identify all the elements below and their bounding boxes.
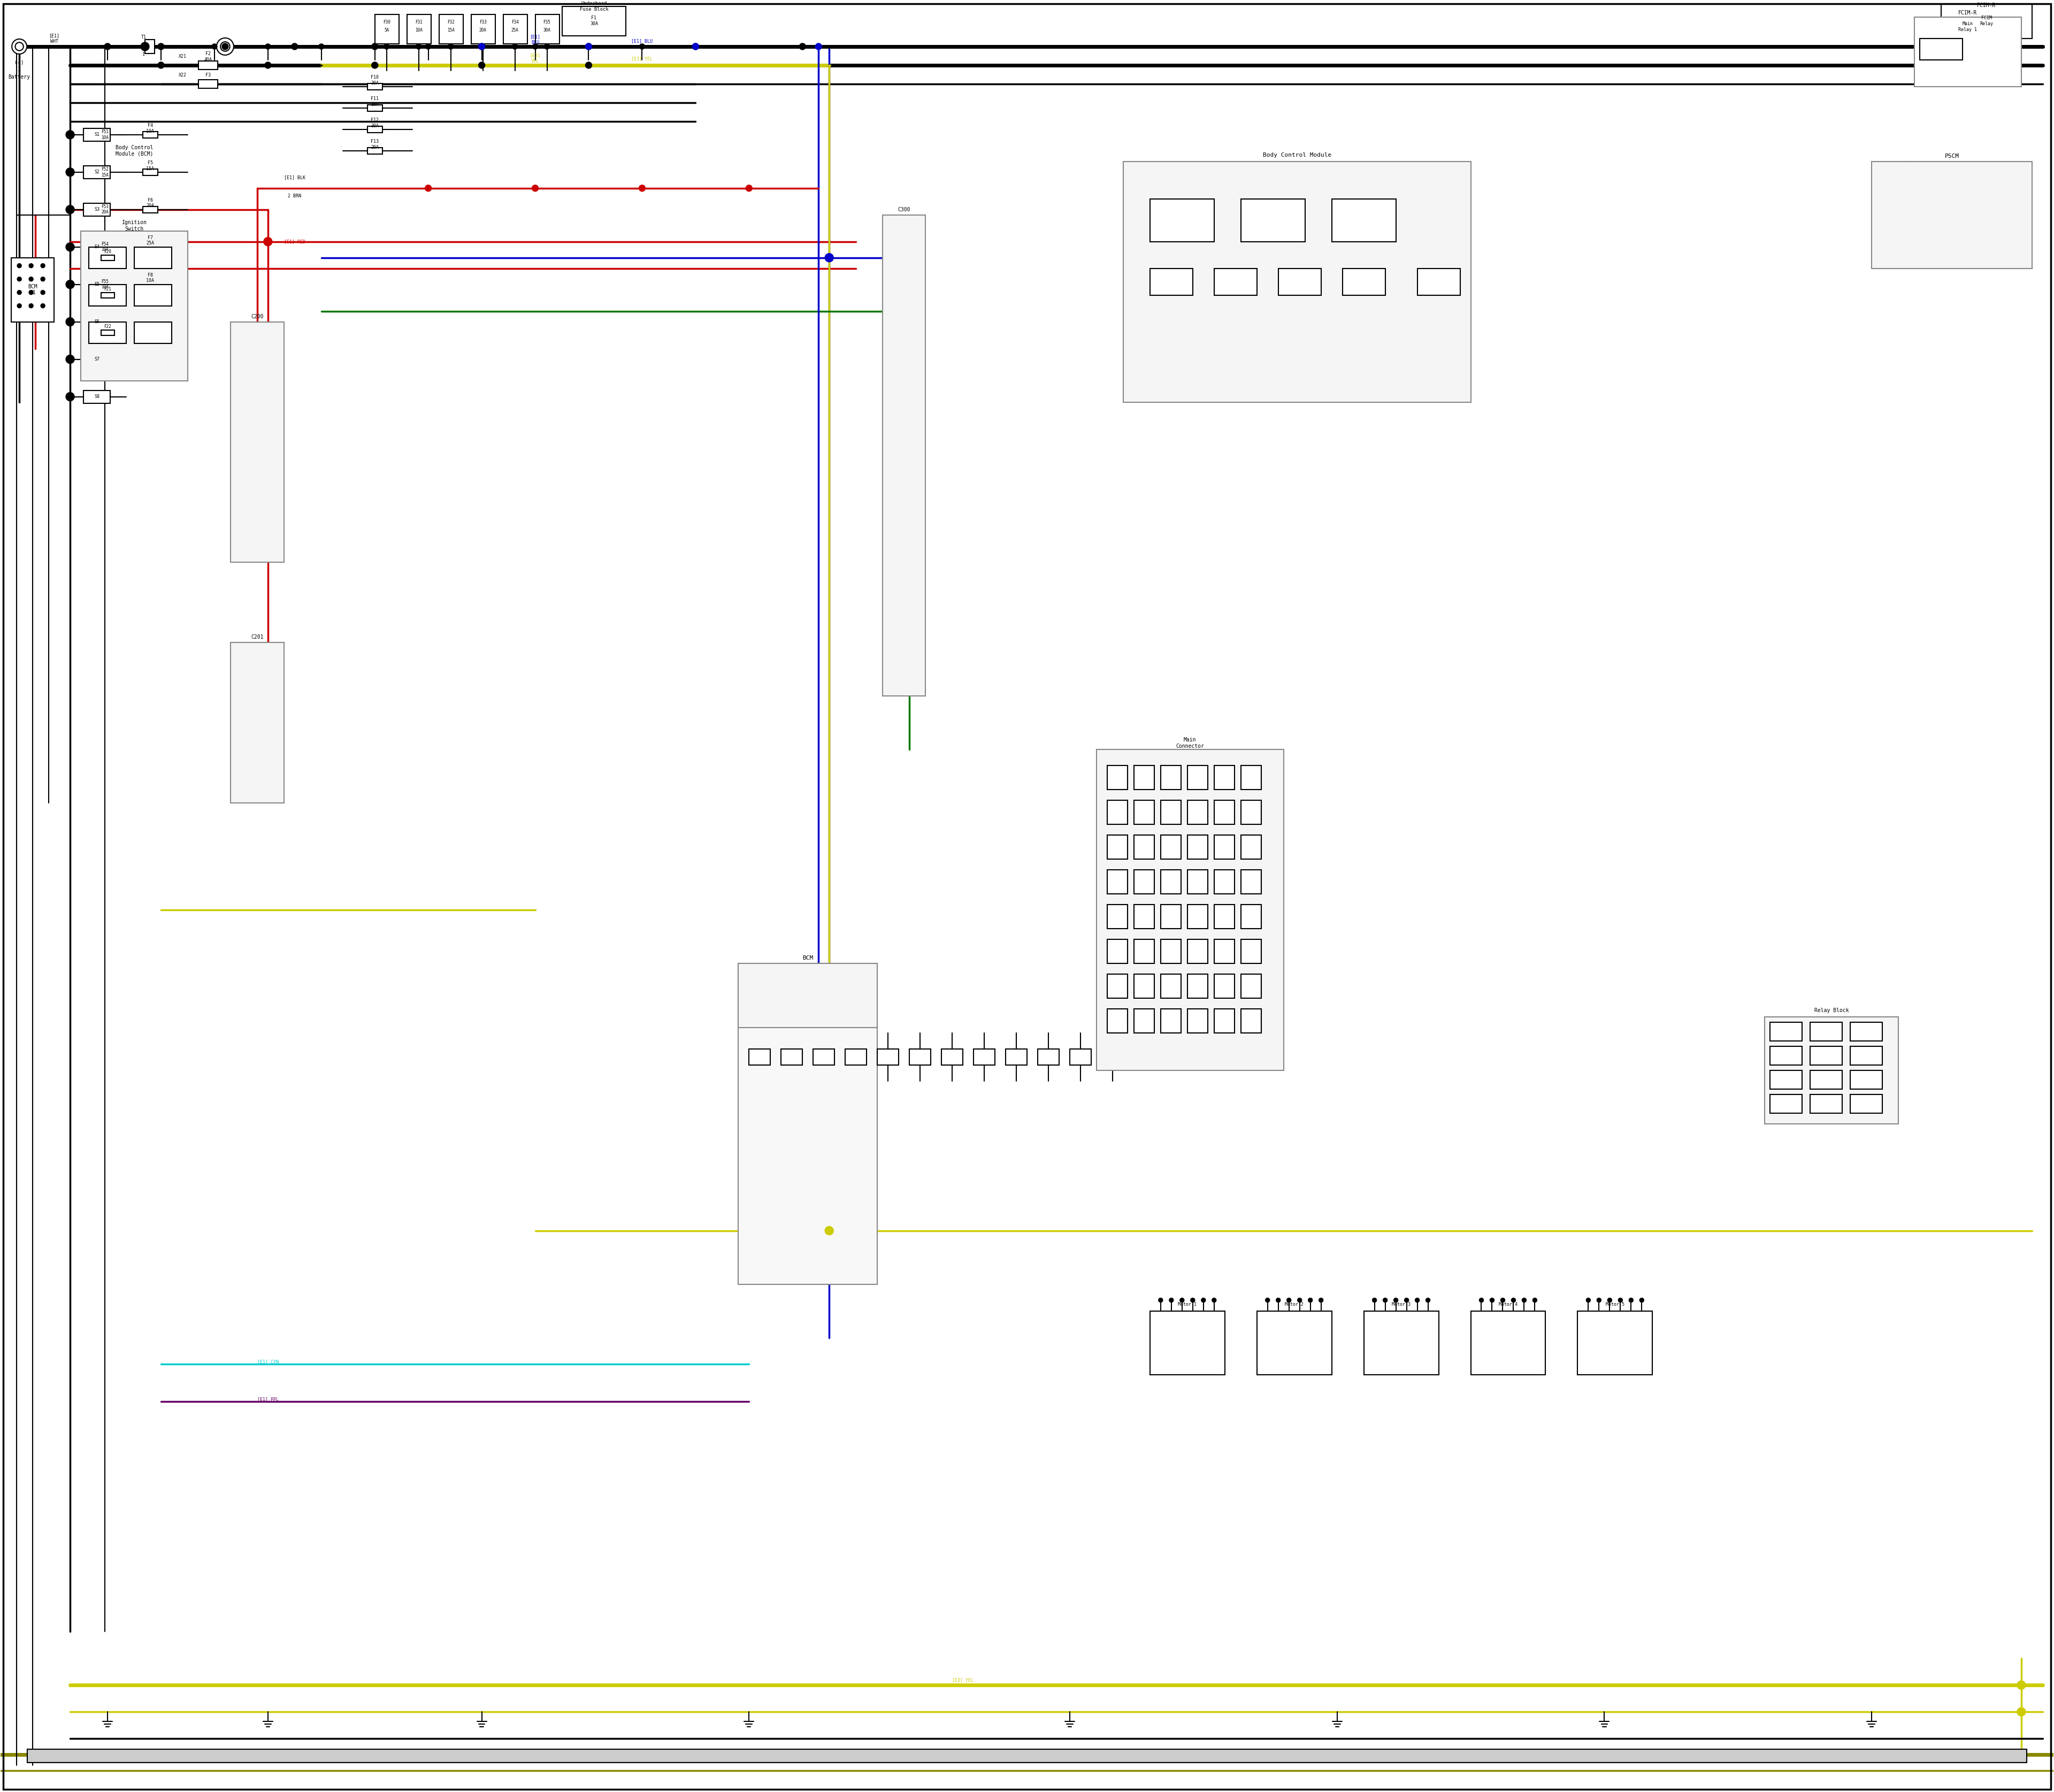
Text: S7: S7 <box>94 357 99 362</box>
Circle shape <box>140 43 150 50</box>
Text: Main
Connector: Main Connector <box>1175 737 1204 749</box>
Circle shape <box>66 242 74 251</box>
Circle shape <box>1179 1297 1185 1303</box>
Bar <box>974 1048 994 1064</box>
Bar <box>1241 765 1261 790</box>
Circle shape <box>158 63 164 68</box>
Text: S8: S8 <box>94 394 99 400</box>
Circle shape <box>41 290 45 294</box>
Text: Ignition
Switch: Ignition Switch <box>121 220 146 231</box>
Bar <box>1214 765 1234 790</box>
Circle shape <box>1395 1297 1399 1303</box>
Text: F32: F32 <box>448 20 454 25</box>
Circle shape <box>16 290 21 294</box>
Bar <box>1343 269 1384 296</box>
Bar <box>368 125 382 133</box>
Bar <box>84 391 111 403</box>
Bar <box>1241 1009 1261 1032</box>
Bar <box>1771 1070 1801 1090</box>
Bar <box>230 643 283 803</box>
Text: 10A: 10A <box>415 29 423 32</box>
Bar <box>1810 1047 1842 1064</box>
Circle shape <box>222 43 228 50</box>
Bar <box>1124 161 1471 401</box>
Bar <box>88 285 125 306</box>
Bar <box>144 206 158 213</box>
Text: [E3] YEL: [E3] YEL <box>631 56 653 61</box>
Bar <box>144 244 158 251</box>
Circle shape <box>220 41 230 52</box>
Text: F22: F22 <box>105 324 111 330</box>
Bar <box>1771 1021 1801 1041</box>
Text: [E1]
WHT: [E1] WHT <box>49 34 60 43</box>
Circle shape <box>692 43 698 50</box>
Bar <box>1278 269 1321 296</box>
Bar <box>1241 905 1261 928</box>
Circle shape <box>479 43 485 50</box>
Circle shape <box>1512 1297 1516 1303</box>
Text: C300: C300 <box>898 206 910 211</box>
Text: (+): (+) <box>14 59 25 65</box>
Circle shape <box>105 43 111 48</box>
Circle shape <box>1286 1297 1292 1303</box>
Bar <box>84 165 111 179</box>
Bar <box>563 7 626 36</box>
Circle shape <box>1629 1297 1633 1303</box>
Text: Motor 3: Motor 3 <box>1393 1303 1411 1306</box>
Circle shape <box>1596 1297 1602 1303</box>
Bar <box>368 84 382 90</box>
Bar <box>846 1048 867 1064</box>
Circle shape <box>425 185 431 192</box>
Circle shape <box>639 185 645 192</box>
Circle shape <box>66 392 74 401</box>
Text: F34: F34 <box>511 20 518 25</box>
Bar <box>440 14 462 43</box>
Bar <box>1214 1009 1234 1032</box>
Text: F1
30A: F1 30A <box>589 16 598 27</box>
Bar <box>1187 801 1208 824</box>
Text: S6: S6 <box>94 319 99 324</box>
Bar <box>134 285 173 306</box>
Circle shape <box>66 355 74 364</box>
Circle shape <box>1522 1297 1526 1303</box>
Text: F7
25A: F7 25A <box>146 235 154 246</box>
Bar <box>199 79 218 88</box>
Circle shape <box>41 278 45 281</box>
Text: [E3] YEL: [E3] YEL <box>953 1677 974 1683</box>
Bar <box>877 1048 900 1064</box>
Circle shape <box>1639 1297 1643 1303</box>
Bar <box>1134 869 1154 894</box>
Circle shape <box>479 43 485 48</box>
Bar <box>1107 801 1128 824</box>
Circle shape <box>12 39 27 54</box>
Circle shape <box>158 43 164 50</box>
Bar <box>84 240 111 253</box>
Bar <box>1134 765 1154 790</box>
Bar <box>1471 1312 1545 1374</box>
Text: [E3]
YEL: [E3] YEL <box>530 54 540 63</box>
Bar <box>1920 38 1962 59</box>
Circle shape <box>41 263 45 267</box>
Circle shape <box>1158 1297 1163 1303</box>
Circle shape <box>1276 1297 1280 1303</box>
Bar <box>1097 749 1284 1070</box>
Circle shape <box>216 38 234 56</box>
Bar <box>1214 975 1234 998</box>
Circle shape <box>372 63 378 68</box>
Text: F5
15A: F5 15A <box>146 161 154 170</box>
Text: 2 BRN: 2 BRN <box>288 194 302 199</box>
Bar <box>1134 939 1154 964</box>
Circle shape <box>29 290 33 294</box>
Bar <box>1187 869 1208 894</box>
Bar <box>134 323 173 344</box>
Bar <box>368 104 382 111</box>
Text: FCIM
Relay: FCIM Relay <box>1980 16 1992 27</box>
Circle shape <box>1191 1297 1195 1303</box>
Circle shape <box>815 43 822 50</box>
Text: F20: F20 <box>105 249 111 254</box>
Bar <box>1037 1048 1060 1064</box>
Bar <box>910 1048 930 1064</box>
Circle shape <box>481 43 485 48</box>
Circle shape <box>16 278 21 281</box>
Text: BCM
C1: BCM C1 <box>29 283 37 296</box>
